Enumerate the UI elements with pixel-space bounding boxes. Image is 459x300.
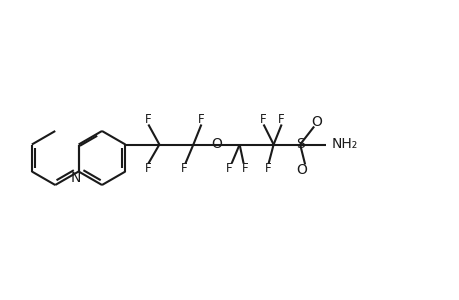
Text: F: F (181, 162, 187, 175)
Text: N: N (70, 170, 81, 184)
Text: F: F (145, 162, 151, 175)
Text: F: F (265, 162, 271, 175)
Text: NH₂: NH₂ (331, 137, 357, 152)
Text: F: F (278, 113, 284, 126)
Text: F: F (226, 162, 232, 175)
Text: S: S (295, 137, 304, 152)
Text: O: O (296, 163, 307, 176)
Text: F: F (242, 162, 248, 175)
Text: F: F (260, 113, 266, 126)
Text: F: F (198, 113, 204, 126)
Text: F: F (145, 113, 151, 126)
Text: O: O (211, 137, 221, 152)
Text: O: O (311, 115, 322, 128)
